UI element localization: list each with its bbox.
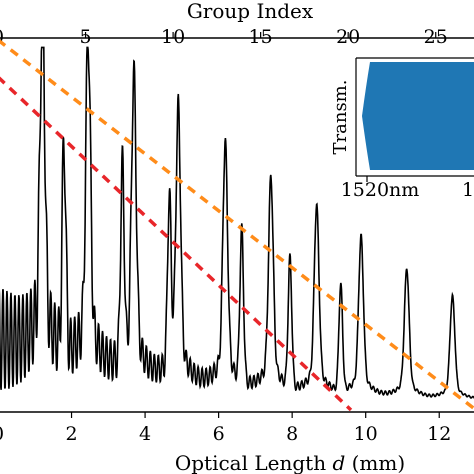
inset-tick-label-2: 1	[462, 179, 474, 201]
top-tick-label: 10	[161, 26, 185, 48]
inset: Transm. 1520nm 1	[330, 57, 474, 201]
x-tick-label: 10	[354, 423, 378, 445]
inset-transmission-area	[362, 62, 474, 170]
x-tick-label: 12	[427, 423, 451, 445]
top-tick-label: 25	[424, 26, 448, 48]
spectrum-trace-group	[0, 46, 474, 400]
top-tick-label: 15	[249, 26, 273, 48]
x-tick-label: 2	[65, 423, 77, 445]
inset-tick-label-1: 1520nm	[341, 179, 420, 201]
red-envelope-line	[0, 76, 353, 412]
inset-ylabel: Transm.	[330, 80, 351, 155]
top-tick-label: 5	[79, 26, 91, 48]
x-tick-label: 6	[213, 423, 225, 445]
x-tick-label: 4	[139, 423, 151, 445]
plot-frame	[0, 37, 474, 413]
top-tick-label: 0	[0, 26, 4, 48]
x-tick-label: 0	[0, 423, 4, 445]
bottom-axis-ticks: 0 2 4 6 8 10 12	[0, 412, 451, 445]
top-axis-title: Group Index	[187, 0, 314, 23]
spectrum-trace	[0, 46, 474, 400]
top-tick-label: 20	[336, 26, 360, 48]
x-tick-label: 8	[286, 423, 298, 445]
top-axis-ticks: 0 5 10 15 20 25	[0, 26, 448, 48]
orange-envelope-line	[0, 39, 474, 411]
guide-lines	[0, 39, 474, 412]
x-axis-title: Optical Length d (mm)	[175, 451, 405, 474]
